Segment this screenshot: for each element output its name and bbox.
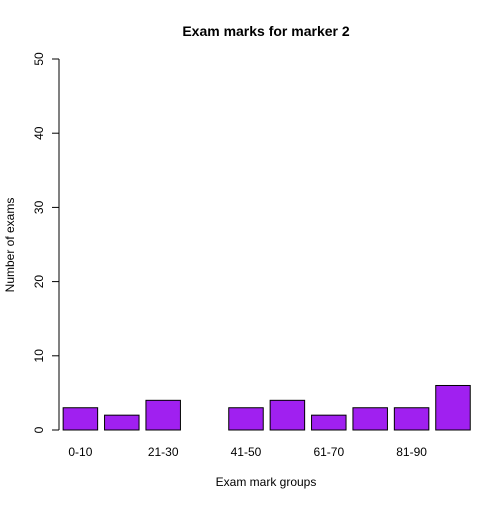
x-tick-label: 81-90 [396,445,427,459]
y-tick-label: 30 [32,200,46,214]
y-axis-title: Number of exams [3,198,17,293]
x-tick-label: 0-10 [68,445,92,459]
bar-51-60 [269,399,306,431]
y-tick-label: 0 [32,426,46,433]
bar-71-80 [352,407,388,431]
x-tick-label: 21-30 [148,445,179,459]
bar-11-20 [104,414,140,431]
bar-61-70 [311,414,347,431]
bar-0-10 [62,407,99,431]
bar-21-30 [145,399,181,431]
x-axis-title: Exam mark groups [216,475,317,489]
chart-title: Exam marks for marker 2 [182,23,350,39]
x-tick-label: 41-50 [231,445,262,459]
bar-81-90 [393,407,430,431]
x-tick-label: 61-70 [313,445,344,459]
bar-41-50 [228,407,264,431]
y-tick-label: 40 [32,126,46,140]
bar-91-100 [435,384,471,431]
y-tick-label: 50 [32,52,46,66]
y-tick-label: 10 [32,349,46,363]
y-axis: 0 10 20 30 40 50 [32,52,60,433]
x-tick-labels: 0-10 21-30 41-50 61-70 81-90 [68,445,427,459]
bar-series [62,384,471,431]
y-tick-label: 20 [32,275,46,289]
